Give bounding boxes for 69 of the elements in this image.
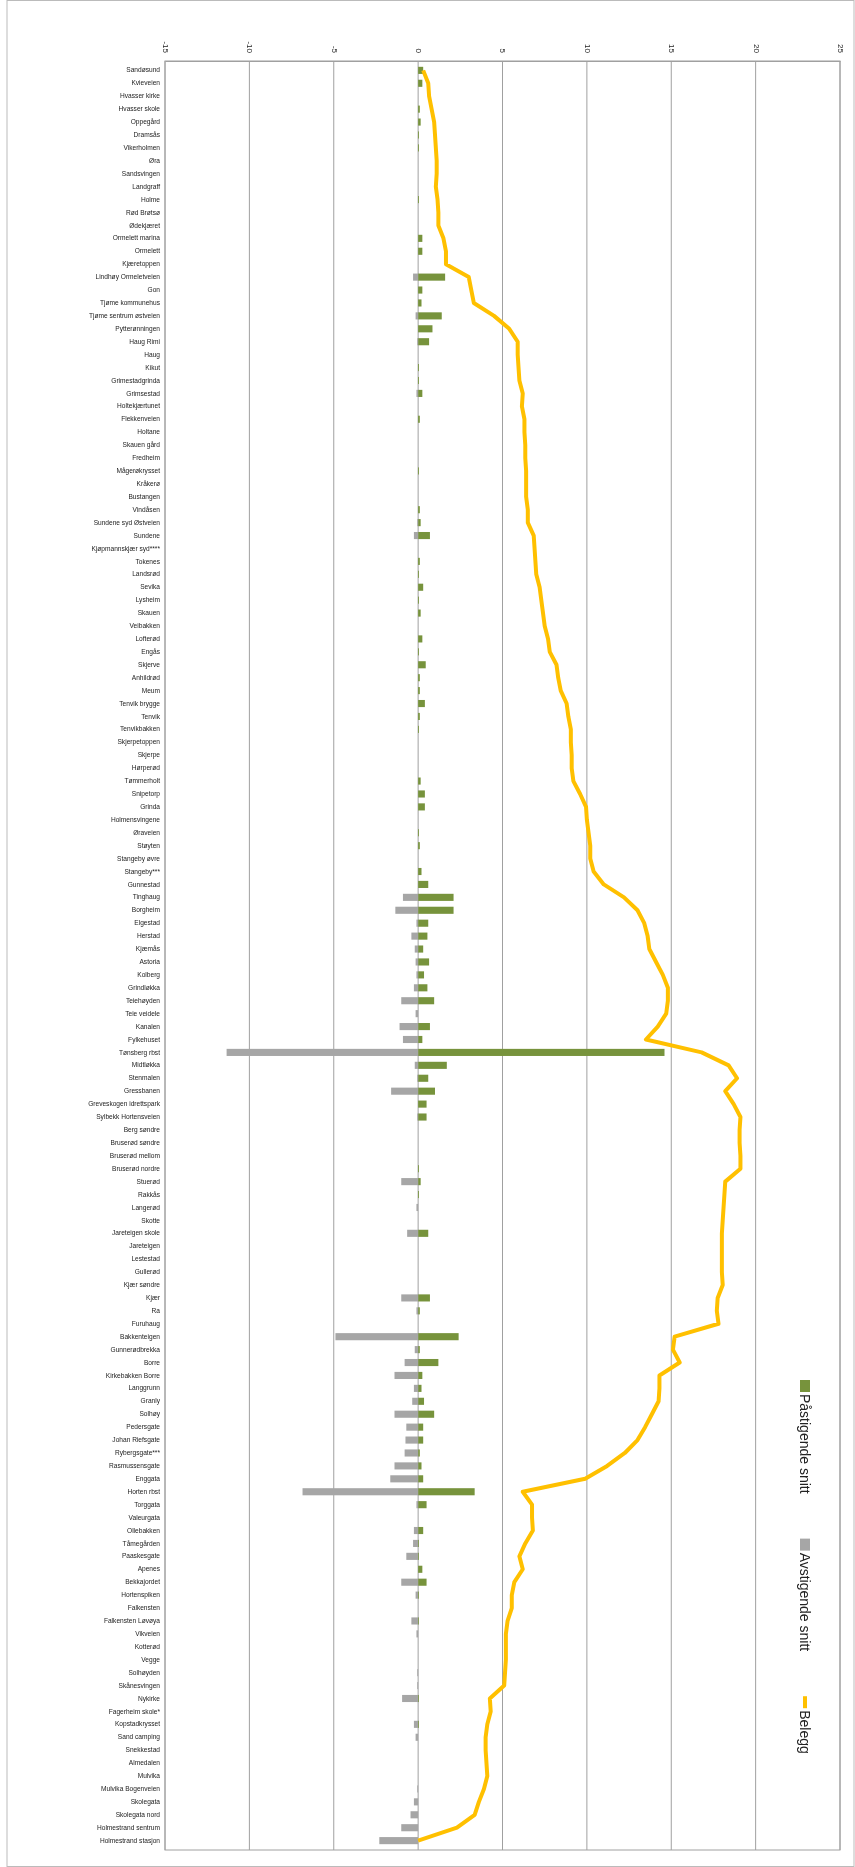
bar	[418, 1462, 422, 1470]
x-tick-label: -10	[245, 41, 255, 54]
bar	[418, 971, 425, 979]
bar	[418, 1023, 430, 1031]
bar	[418, 699, 425, 708]
x-tick-label: 15	[667, 44, 677, 54]
bar	[418, 1526, 424, 1535]
bar	[418, 299, 422, 307]
bar	[418, 79, 423, 87]
bar	[418, 1294, 430, 1302]
bar	[418, 1229, 429, 1237]
bar	[418, 1074, 429, 1082]
bar	[418, 997, 435, 1005]
bar	[418, 919, 429, 927]
bar	[418, 777, 421, 785]
bar	[418, 247, 423, 255]
bar	[418, 1100, 427, 1108]
x-tick-label: -5	[329, 45, 339, 54]
bar	[418, 661, 426, 669]
bar	[418, 312, 442, 320]
bar	[418, 325, 433, 333]
bar	[418, 1371, 423, 1380]
bar	[418, 984, 428, 992]
legend-label: Avstigende snitt	[797, 1552, 814, 1652]
x-tick-label: 5	[498, 48, 508, 54]
bar	[418, 1061, 447, 1069]
bar	[418, 1048, 665, 1056]
legend-label: Belegg	[797, 1710, 814, 1754]
bar	[418, 1578, 427, 1586]
bar	[418, 1178, 421, 1186]
bar	[418, 1410, 435, 1418]
bar	[418, 118, 421, 126]
bar	[418, 286, 423, 294]
bar	[418, 389, 423, 397]
bar	[418, 338, 430, 346]
bar	[418, 1423, 424, 1431]
bar	[418, 790, 425, 798]
bar	[418, 1113, 427, 1121]
bar	[418, 1384, 422, 1392]
bar	[418, 1488, 475, 1496]
bar	[418, 1475, 424, 1483]
bar	[418, 803, 425, 811]
bar	[418, 1436, 424, 1444]
bar	[418, 609, 421, 617]
x-tick-label: 20	[751, 44, 761, 54]
legend-label: Påstigende snitt	[797, 1394, 814, 1494]
bar	[418, 635, 423, 643]
bar	[418, 1087, 435, 1095]
bar	[418, 234, 423, 242]
bar	[418, 1501, 427, 1509]
bar	[418, 1397, 425, 1405]
bar	[418, 867, 422, 876]
bar	[418, 945, 424, 953]
x-tick-label: 0	[414, 48, 424, 54]
bar	[418, 880, 429, 888]
bar	[418, 932, 428, 940]
bar	[418, 583, 424, 591]
bar	[418, 1565, 423, 1573]
bar	[418, 893, 454, 901]
bar	[418, 1358, 439, 1367]
bar	[418, 958, 430, 966]
bar	[418, 273, 446, 281]
bar	[418, 531, 430, 540]
x-tick-label: 25	[835, 44, 845, 54]
bar	[418, 1035, 423, 1044]
bar	[418, 906, 454, 914]
bar	[418, 1333, 459, 1341]
x-tick-label: 10	[582, 44, 592, 54]
x-tick-label: -15	[160, 41, 170, 54]
